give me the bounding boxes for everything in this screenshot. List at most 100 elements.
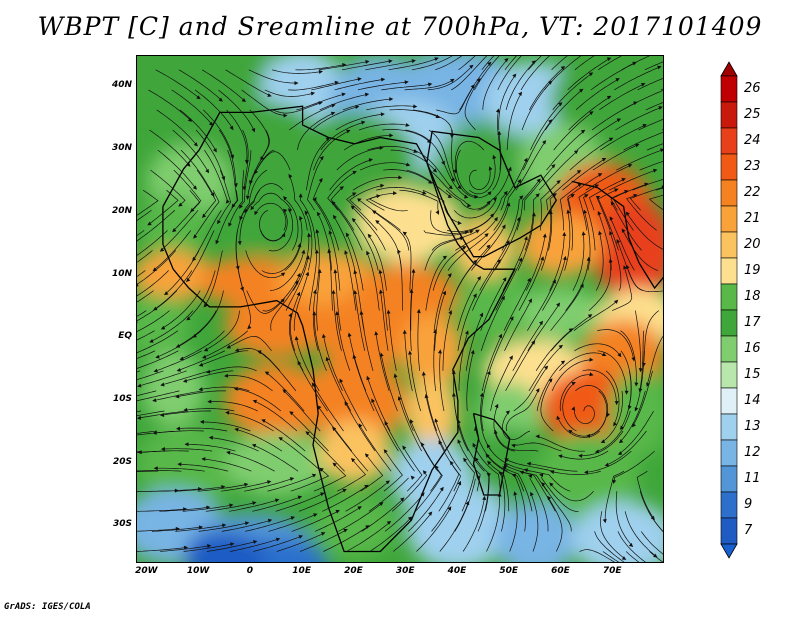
streamline-arrow: [451, 369, 456, 375]
streamline: [442, 313, 452, 371]
streamline-arrow: [488, 166, 493, 171]
streamline-arrow: [432, 168, 437, 173]
streamline: [137, 350, 179, 369]
streamline-arrow: [660, 148, 663, 153]
streamline: [259, 209, 284, 242]
streamline-arrow: [176, 367, 182, 372]
lon-label: 10W: [186, 566, 210, 576]
lat-label: 10N: [111, 268, 132, 279]
streamline-arrow: [502, 466, 507, 471]
streamline-arrow: [509, 355, 513, 360]
streamline: [518, 259, 543, 311]
streamline: [297, 113, 333, 151]
streamline-arrow: [486, 200, 491, 205]
streamline: [389, 109, 438, 118]
streamline-arrow: [523, 236, 528, 241]
streamline: [597, 189, 617, 231]
streamline: [478, 205, 509, 251]
streamline-arrow: [457, 480, 462, 486]
streamline-arrow: [372, 210, 377, 215]
streamline-arrow: [275, 537, 281, 542]
streamline-arrow: [317, 405, 322, 410]
streamline-arrow: [383, 449, 388, 454]
streamline-arrow: [548, 378, 553, 383]
streamline: [620, 350, 632, 407]
streamline-arrow: [299, 215, 303, 221]
streamline: [187, 443, 236, 452]
field-blob: [183, 532, 267, 562]
streamline: [514, 475, 526, 532]
streamline: [578, 185, 597, 231]
streamline-arrow: [318, 177, 323, 183]
streamline: [498, 76, 515, 131]
streamline-arrow: [202, 354, 207, 359]
lon-label: 0: [246, 566, 253, 576]
streamline: [312, 180, 331, 231]
streamline: [328, 252, 334, 311]
streamline-arrow: [549, 482, 554, 487]
streamline: [480, 279, 506, 331]
streamline-arrow: [393, 191, 398, 196]
streamline-arrow: [435, 210, 440, 215]
streamline: [182, 330, 225, 359]
streamline: [299, 196, 316, 251]
streamline: [353, 220, 379, 271]
streamline-arrow: [409, 419, 414, 424]
streamline-arrow: [245, 195, 250, 200]
streamline: [391, 472, 428, 512]
streamline-arrow: [650, 515, 655, 521]
streamline-arrow: [393, 373, 398, 378]
streamline-arrow: [222, 523, 227, 528]
streamline-arrow: [568, 328, 574, 333]
streamline: [204, 149, 228, 202]
streamline: [615, 107, 661, 131]
streamline-arrow: [208, 435, 213, 440]
streamline-arrow: [267, 480, 272, 485]
streamline: [385, 423, 415, 472]
streamline: [469, 158, 496, 195]
streamline-arrow: [486, 370, 491, 376]
streamline-arrow: [328, 230, 333, 235]
streamline: [368, 195, 408, 212]
streamline: [528, 346, 561, 392]
streamline: [340, 381, 368, 432]
streamline: [494, 219, 520, 271]
streamline: [453, 373, 461, 432]
streamline: [512, 323, 542, 371]
streamline-arrow: [657, 65, 662, 70]
streamline: [305, 139, 329, 191]
streamline-arrow: [571, 381, 576, 386]
streamline: [268, 210, 294, 252]
streamline-arrow: [321, 532, 326, 536]
field-blob: [230, 168, 324, 257]
streamline: [445, 189, 489, 210]
colorbar-label: 13: [744, 419, 761, 434]
coastline: [162, 105, 516, 553]
streamline-arrow: [297, 495, 303, 500]
streamline-arrow: [573, 150, 579, 155]
streamline: [627, 267, 663, 293]
streamline: [381, 83, 430, 91]
streamline-arrow: [509, 316, 514, 321]
streamline-arrow: [426, 139, 432, 144]
streamline: [137, 250, 177, 285]
streamline: [480, 395, 492, 452]
streamline: [307, 433, 345, 472]
streamline-arrow: [213, 148, 217, 153]
streamline: [201, 386, 250, 392]
streamline: [434, 293, 446, 351]
streamline-arrow: [374, 331, 379, 336]
streamline-arrow: [621, 228, 626, 233]
streamline-arrow: [164, 291, 169, 296]
streamline: [535, 329, 572, 371]
lon-label: 60E: [551, 566, 570, 576]
streamline: [612, 191, 634, 231]
streamline-arrow: [298, 193, 303, 198]
streamline: [137, 350, 156, 359]
colorbar-box: [720, 127, 738, 155]
streamline: [412, 109, 453, 136]
streamline-arrow: [518, 91, 523, 97]
streamline-arrow: [234, 427, 239, 432]
streamline: [392, 513, 431, 552]
streamline-arrow: [448, 185, 453, 190]
